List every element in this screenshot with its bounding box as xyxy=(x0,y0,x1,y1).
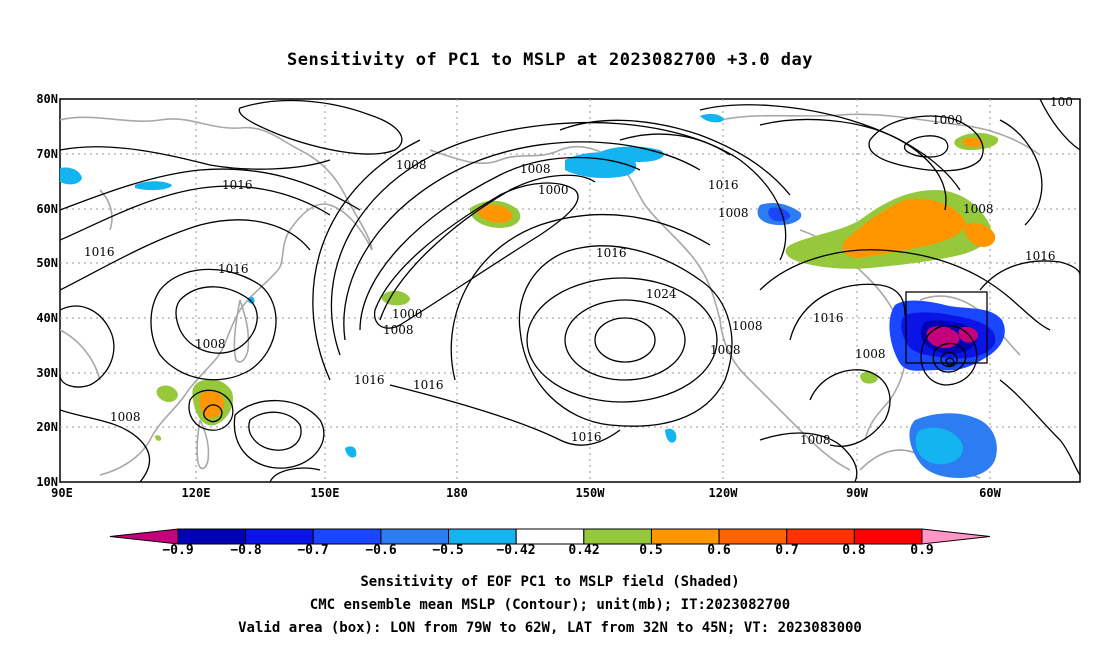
contour-label: 1008 xyxy=(396,158,427,172)
contour-label: 1000 xyxy=(932,113,963,127)
colorbar-swatch xyxy=(380,528,450,545)
footer-line-2: CMC ensemble mean MSLP (Contour); unit(m… xyxy=(309,597,791,613)
contour-label: 1016 xyxy=(222,178,253,192)
colorbar-swatch xyxy=(583,528,652,545)
contour-label: 1016 xyxy=(813,311,844,325)
contour-label: 1000 xyxy=(392,307,423,321)
map-title: Sensitivity of PC1 to MSLP at 2023082700… xyxy=(286,50,813,70)
contour-label: 1008 xyxy=(732,319,763,333)
colorbar-label: −0.9 xyxy=(162,543,194,558)
contour-label: 1008 xyxy=(855,347,886,361)
valid-area-box xyxy=(905,291,988,364)
contour-label: 1008 xyxy=(963,202,994,216)
map-frame xyxy=(59,98,1081,483)
colorbar-label: −0.6 xyxy=(365,543,397,558)
lat-label: 80N xyxy=(36,92,58,106)
contour-label: 1008 xyxy=(383,323,414,337)
contour-label: 100 xyxy=(1050,95,1073,109)
colorbar-swatch xyxy=(515,528,585,545)
lon-label: 150W xyxy=(575,486,605,500)
colorbar-label: −0.42 xyxy=(496,543,536,558)
contour-label: 1008 xyxy=(800,433,831,447)
grid-lines xyxy=(60,99,1080,482)
lon-label: 90W xyxy=(846,486,868,500)
lon-label: 120E xyxy=(181,486,211,500)
colorbar-swatch xyxy=(177,528,247,545)
lon-label: 90E xyxy=(51,486,73,500)
contour-label: 1008 xyxy=(718,206,749,220)
colorbar-label: 0.9 xyxy=(910,543,934,558)
contour-label: 1024 xyxy=(646,287,677,301)
colorbar-swatch xyxy=(312,528,382,545)
contour-label: 1016 xyxy=(596,246,627,260)
contour-label: 1016 xyxy=(354,373,385,387)
contour-label: 1016 xyxy=(571,430,602,444)
lon-label: 180 xyxy=(446,486,468,500)
colorbar-swatch xyxy=(786,528,855,545)
lat-label: 70N xyxy=(36,147,58,161)
contour-label: 1016 xyxy=(84,245,115,259)
mslp-contours xyxy=(60,99,1080,482)
contour-label: 1000 xyxy=(538,183,569,197)
colorbar-swatch xyxy=(448,528,517,545)
contour-label: 1008 xyxy=(110,410,141,424)
colorbar xyxy=(109,528,991,545)
lat-label: 60N xyxy=(36,202,58,216)
colorbar-label: 0.5 xyxy=(639,543,663,558)
lon-label: 120W xyxy=(708,486,738,500)
lon-label: 150E xyxy=(310,486,340,500)
colorbar-label: 0.42 xyxy=(568,543,600,558)
contour-label: 1016 xyxy=(218,262,249,276)
colorbar-label: −0.5 xyxy=(432,543,464,558)
footer-line-1: Sensitivity of EOF PC1 to MSLP field (Sh… xyxy=(360,574,740,590)
contour-labels: 1000 1000 1000 1008 1008 1008 1008 1008 … xyxy=(84,95,1073,447)
colorbar-swatch xyxy=(650,528,720,545)
colorbar-label: −0.8 xyxy=(230,543,262,558)
contour-label: 1016 xyxy=(1025,249,1056,263)
lon-label: 60W xyxy=(979,486,1001,500)
contour-label: 1016 xyxy=(708,178,739,192)
contour-label: 1008 xyxy=(195,337,226,351)
colorbar-label: 0.8 xyxy=(842,543,866,558)
contour-label: 1016 xyxy=(413,378,444,392)
lat-label: 30N xyxy=(36,366,58,380)
lat-label: 20N xyxy=(36,420,58,434)
colorbar-swatch xyxy=(718,528,788,545)
colorbar-end-high xyxy=(921,528,991,545)
colorbar-label: 0.6 xyxy=(707,543,731,558)
coastlines xyxy=(60,113,1041,479)
lat-label: 40N xyxy=(36,311,58,325)
colorbar-swatch xyxy=(245,528,314,545)
lat-label: 50N xyxy=(36,256,58,270)
colorbar-end-low xyxy=(109,528,179,545)
contour-label: 1008 xyxy=(520,162,551,176)
lat-label: 10N xyxy=(36,475,58,489)
colorbar-swatch xyxy=(853,528,923,545)
colorbar-label: 0.7 xyxy=(775,543,799,558)
footer-line-3: Valid area (box): LON from 79W to 62W, L… xyxy=(238,620,862,636)
negative-shading xyxy=(60,113,1005,478)
colorbar-label: −0.7 xyxy=(297,543,329,558)
contour-label: 1008 xyxy=(710,343,741,357)
